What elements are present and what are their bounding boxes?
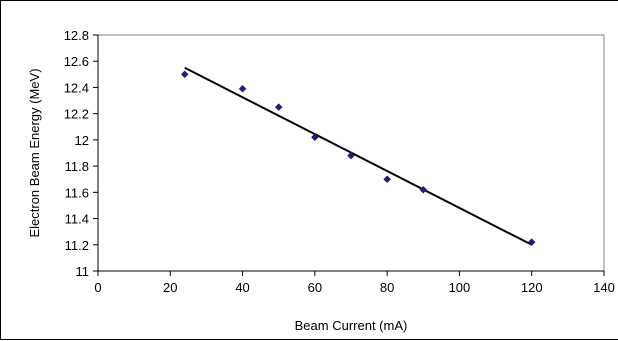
x-tick-label: 100 <box>449 280 471 295</box>
data-point <box>311 133 319 142</box>
y-tick-label: 11.6 <box>65 185 89 200</box>
x-axis-title: Beam Current (mA) <box>295 318 408 333</box>
y-tick-label: 11.4 <box>65 212 89 227</box>
x-tick-label: 80 <box>380 280 394 295</box>
x-tick-label: 20 <box>163 280 177 295</box>
data-point <box>238 84 247 93</box>
data-point <box>274 103 283 111</box>
data-point <box>347 151 355 160</box>
data-point <box>527 238 536 247</box>
data-point <box>180 70 189 79</box>
y-tick-label: 11.8 <box>65 159 89 174</box>
x-tick-label: 40 <box>235 280 249 295</box>
y-tick-label: 12.2 <box>64 107 89 122</box>
y-tick-label: 12 <box>75 133 89 148</box>
data-point <box>419 185 428 194</box>
x-tick-label: 120 <box>521 280 543 295</box>
y-tick-label: 12.8 <box>64 28 89 43</box>
trendline <box>184 66 533 246</box>
y-tick-label: 11.2 <box>65 238 89 253</box>
y-tick-label: 11 <box>76 264 90 279</box>
x-tick-label: 60 <box>308 280 322 295</box>
data-point <box>383 175 391 184</box>
x-tick-label: 0 <box>94 280 101 295</box>
data-marks <box>180 66 536 247</box>
x-tick-label: 140 <box>593 280 615 295</box>
y-axis-title: Electron Beam Energy (MeV) <box>27 68 42 237</box>
y-tick-label: 12.6 <box>64 54 89 69</box>
y-tick-label: 12.4 <box>64 80 89 95</box>
axes: 0 20 40 60 80 100 120 140 11 11.2 11.4 11.6 11.8 12 12… <box>64 28 615 295</box>
